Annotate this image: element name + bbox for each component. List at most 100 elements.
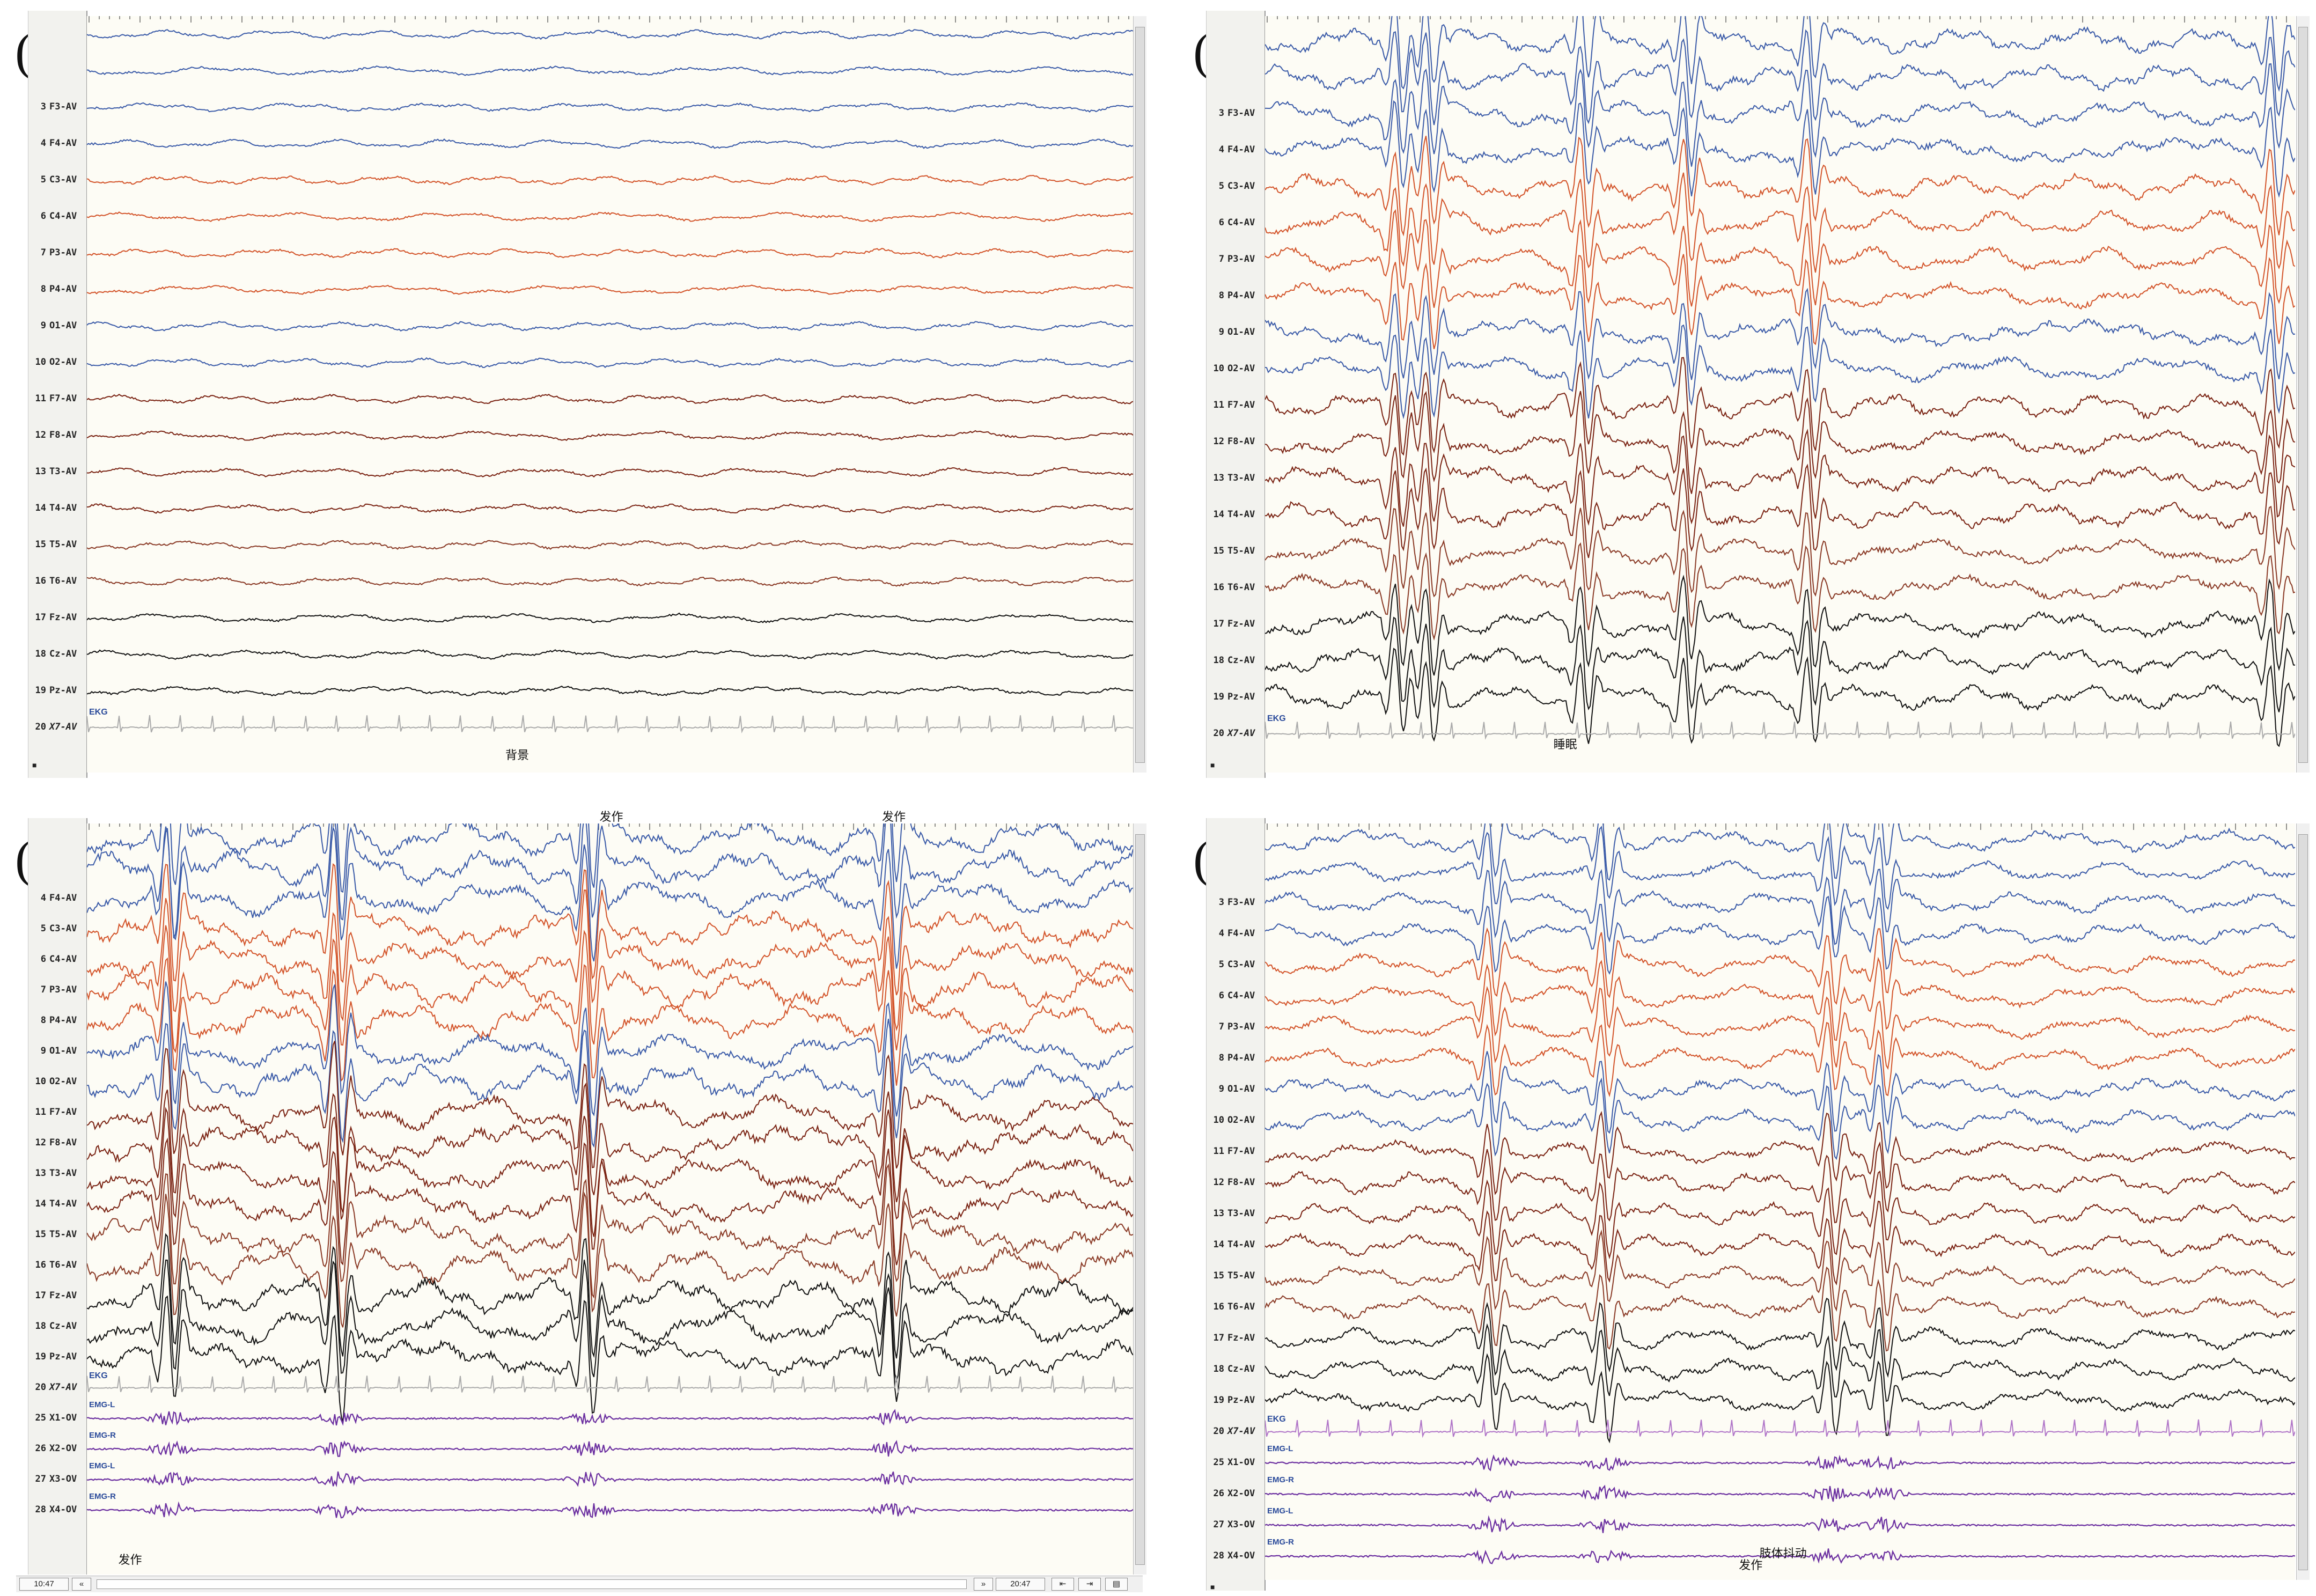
- channel-label[interactable]: 11 F7-AV: [30, 1107, 77, 1117]
- channel-label[interactable]: 17 Fz-AV: [1208, 1333, 1255, 1343]
- forward-button[interactable]: »: [974, 1578, 993, 1591]
- channel-label[interactable]: 4 F4-AV: [30, 138, 77, 149]
- channel-label[interactable]: 14 T4-AV: [30, 503, 77, 513]
- channel-label[interactable]: 18 Cz-AV: [30, 1321, 77, 1332]
- channel-label[interactable]: 13 T3-AV: [1208, 473, 1255, 483]
- channel-label[interactable]: 13 T3-AV: [30, 466, 77, 477]
- menu-icon[interactable]: ▤: [1105, 1578, 1128, 1591]
- event-annotation[interactable]: 发作: [118, 1553, 142, 1566]
- channel-label[interactable]: 26 X2-OV: [1208, 1488, 1255, 1499]
- page-back-icon[interactable]: ⇤: [1052, 1578, 1074, 1591]
- channel-label[interactable]: 14 T4-AV: [1208, 1239, 1255, 1250]
- channel-label[interactable]: 12 F8-AV: [1208, 436, 1255, 447]
- channel-label[interactable]: 15 T5-AV: [1208, 1270, 1255, 1281]
- channel-label[interactable]: 15 T5-AV: [1208, 546, 1255, 556]
- channel-label[interactable]: 8 P4-AV: [1208, 290, 1255, 301]
- channel-label[interactable]: 9 O1-AV: [30, 320, 77, 331]
- event-annotation[interactable]: 睡眠: [1553, 738, 1577, 751]
- channel-label[interactable]: 8 P4-AV: [30, 284, 77, 295]
- channel-label[interactable]: 17 Fz-AV: [30, 1290, 77, 1301]
- channel-label[interactable]: 7 P3-AV: [30, 984, 77, 995]
- event-annotation[interactable]: 背景: [505, 748, 530, 762]
- channel-label[interactable]: 14 T4-AV: [1208, 509, 1255, 520]
- channel-label[interactable]: 15 T5-AV: [30, 539, 77, 550]
- channel-label[interactable]: 20 X7-AV: [1208, 1426, 1255, 1437]
- channel-label[interactable]: 19 Pz-AV: [30, 1351, 77, 1362]
- channel-label[interactable]: 20 X7-AV: [1208, 728, 1255, 739]
- channel-label[interactable]: 10 O2-AV: [30, 1076, 77, 1087]
- channel-label[interactable]: 9 O1-AV: [1208, 1084, 1255, 1094]
- channel-label[interactable]: 25 X1-OV: [1208, 1457, 1255, 1468]
- channel-label[interactable]: 27 X3-OV: [1208, 1519, 1255, 1530]
- channel-label[interactable]: 5 C3-AV: [1208, 181, 1255, 192]
- channel-label[interactable]: 14 T4-AV: [30, 1198, 77, 1209]
- channel-label[interactable]: 26 X2-OV: [30, 1443, 77, 1454]
- channel-label[interactable]: 16 T6-AV: [30, 576, 77, 586]
- channel-label[interactable]: 6 C4-AV: [30, 954, 77, 965]
- channel-label[interactable]: 10 O2-AV: [30, 357, 77, 367]
- channel-label[interactable]: 28 X4-OV: [1208, 1550, 1255, 1561]
- channel-label[interactable]: 3 F3-AV: [1208, 897, 1255, 908]
- channel-label[interactable]: 6 C4-AV: [30, 211, 77, 222]
- channel-label[interactable]: 4 F4-AV: [1208, 928, 1255, 939]
- channel-label[interactable]: 12 F8-AV: [30, 430, 77, 440]
- channel-label[interactable]: 19 Pz-AV: [1208, 692, 1255, 702]
- page-forward-icon[interactable]: ⇥: [1078, 1578, 1101, 1591]
- scrollbar-thumb[interactable]: [1135, 834, 1145, 1565]
- channel-label[interactable]: 11 F7-AV: [1208, 400, 1255, 410]
- channel-label[interactable]: 5 C3-AV: [30, 174, 77, 185]
- channel-label[interactable]: 10 O2-AV: [1208, 363, 1255, 374]
- vertical-scrollbar[interactable]: [1133, 16, 1146, 773]
- channel-label[interactable]: 4 F4-AV: [30, 893, 77, 903]
- channel-label[interactable]: 16 T6-AV: [1208, 582, 1255, 593]
- event-annotation[interactable]: 发作: [1739, 1558, 1763, 1572]
- channel-label[interactable]: 28 X4-OV: [30, 1504, 77, 1515]
- channel-label[interactable]: 9 O1-AV: [1208, 327, 1255, 337]
- channel-label[interactable]: 15 T5-AV: [30, 1229, 77, 1240]
- channel-label[interactable]: 18 Cz-AV: [1208, 1364, 1255, 1374]
- channel-label[interactable]: 10 O2-AV: [1208, 1115, 1255, 1126]
- channel-label[interactable]: 3 F3-AV: [30, 101, 77, 112]
- vertical-scrollbar[interactable]: [1133, 823, 1146, 1575]
- channel-label[interactable]: 11 F7-AV: [1208, 1146, 1255, 1157]
- channel-label[interactable]: 9 O1-AV: [30, 1046, 77, 1056]
- channel-label[interactable]: 12 F8-AV: [30, 1137, 77, 1148]
- rewind-button[interactable]: «: [72, 1578, 91, 1591]
- channel-label[interactable]: 16 T6-AV: [30, 1260, 77, 1270]
- time-scroll-track[interactable]: [97, 1579, 967, 1589]
- channel-label[interactable]: 5 C3-AV: [30, 923, 77, 934]
- channel-label[interactable]: 6 C4-AV: [1208, 217, 1255, 228]
- channel-label[interactable]: 11 F7-AV: [30, 393, 77, 404]
- channel-label[interactable]: 6 C4-AV: [1208, 990, 1255, 1001]
- channel-label[interactable]: 16 T6-AV: [1208, 1301, 1255, 1312]
- channel-label[interactable]: 7 P3-AV: [1208, 254, 1255, 264]
- channel-label[interactable]: 13 T3-AV: [30, 1168, 77, 1179]
- channel-label[interactable]: 8 P4-AV: [1208, 1053, 1255, 1063]
- channel-label[interactable]: 18 Cz-AV: [1208, 655, 1255, 666]
- channel-label[interactable]: 19 Pz-AV: [1208, 1395, 1255, 1406]
- scrollbar-thumb[interactable]: [2298, 834, 2308, 1570]
- channel-label[interactable]: 20 X7-AV: [30, 722, 77, 732]
- scrollbar-thumb[interactable]: [1135, 27, 1145, 763]
- channel-label[interactable]: 17 Fz-AV: [1208, 619, 1255, 629]
- channel-label[interactable]: 19 Pz-AV: [30, 685, 77, 696]
- channel-label[interactable]: 25 X1-OV: [30, 1413, 77, 1423]
- channel-label[interactable]: 4 F4-AV: [1208, 144, 1255, 155]
- channel-label[interactable]: 5 C3-AV: [1208, 959, 1255, 970]
- channel-label[interactable]: 8 P4-AV: [30, 1015, 77, 1026]
- channel-label[interactable]: 18 Cz-AV: [30, 649, 77, 659]
- channel-label[interactable]: 7 P3-AV: [1208, 1021, 1255, 1032]
- channel-label[interactable]: 17 Fz-AV: [30, 612, 77, 623]
- channel-label[interactable]: 12 F8-AV: [1208, 1177, 1255, 1188]
- event-annotation[interactable]: 肢体抖动: [1759, 1547, 1807, 1560]
- scrollbar-thumb[interactable]: [2298, 27, 2308, 763]
- event-annotation[interactable]: 发作: [882, 810, 906, 823]
- vertical-scrollbar[interactable]: [2296, 16, 2310, 773]
- vertical-scrollbar[interactable]: [2296, 823, 2310, 1580]
- channel-label[interactable]: 7 P3-AV: [30, 247, 77, 258]
- channel-label[interactable]: 3 F3-AV: [1208, 108, 1255, 119]
- channel-label[interactable]: 13 T3-AV: [1208, 1208, 1255, 1219]
- event-annotation[interactable]: 发作: [599, 810, 623, 823]
- channel-label[interactable]: 27 X3-OV: [30, 1474, 77, 1484]
- channel-label[interactable]: 20 X7-AV: [30, 1382, 77, 1393]
